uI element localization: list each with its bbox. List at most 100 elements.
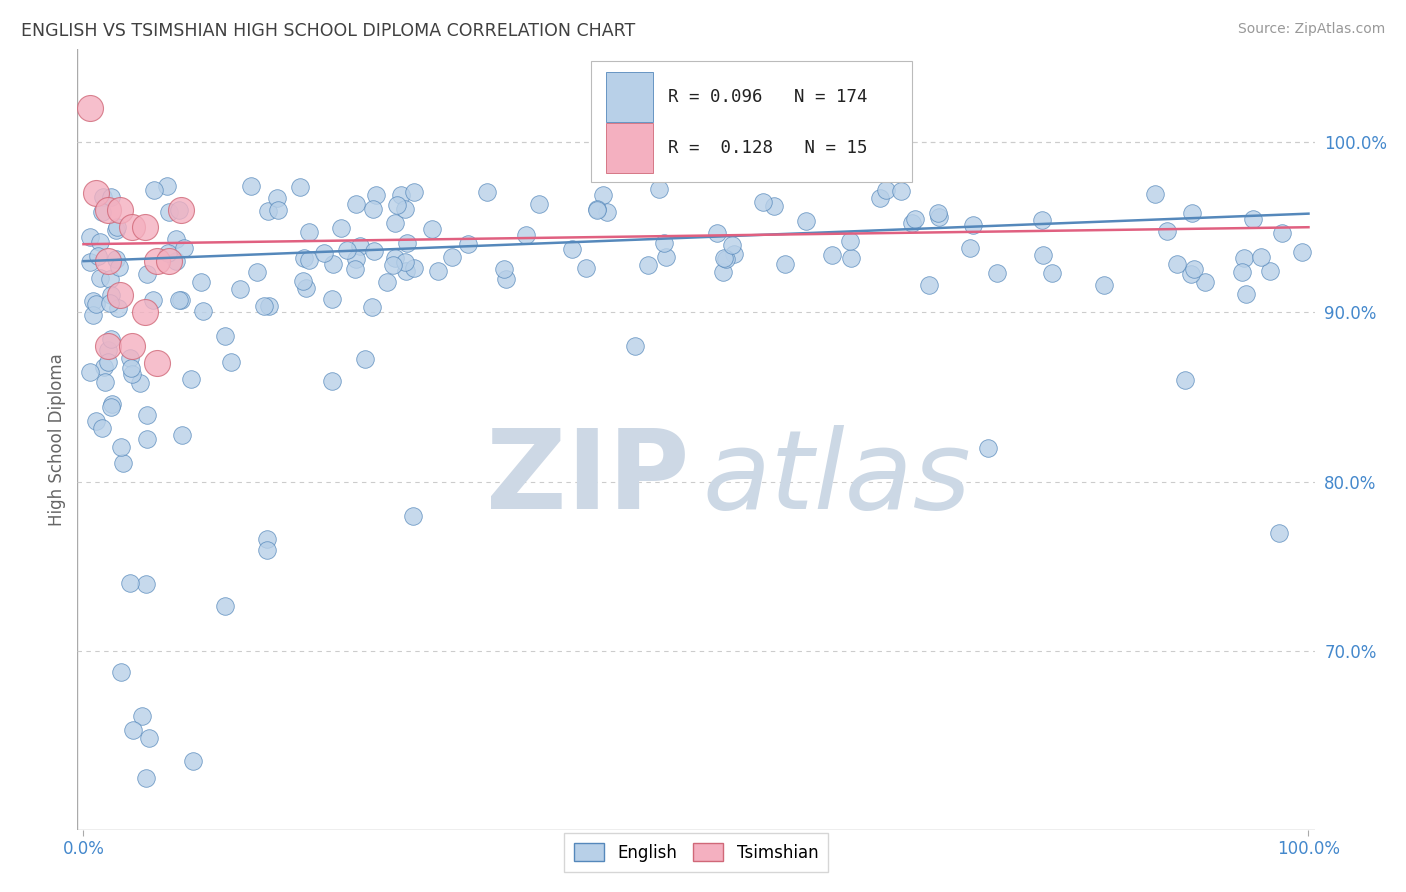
Point (170, 203, 193, 218)
Point (82, 308, 104, 322)
Point (156, 246, 179, 260)
Point (1031, 213, 1053, 227)
Point (84, 297, 107, 311)
Point (962, 218, 984, 232)
Text: ZIP: ZIP (486, 425, 690, 532)
Point (135, 408, 157, 422)
Point (648, 182, 671, 196)
Point (91, 204, 114, 219)
Point (1267, 525, 1289, 540)
Point (1250, 250, 1272, 264)
Point (104, 252, 127, 266)
Point (157, 204, 180, 219)
Point (706, 227, 728, 241)
Point (240, 179, 263, 194)
Point (136, 432, 159, 446)
Point (322, 257, 344, 271)
Point (375, 275, 398, 289)
Point (110, 440, 132, 454)
Point (79, 254, 101, 268)
Point (927, 205, 949, 219)
Point (711, 265, 734, 279)
Point (366, 188, 388, 202)
Point (129, 376, 152, 390)
Point (1260, 264, 1282, 278)
Point (900, 215, 922, 229)
Point (1230, 265, 1253, 279)
Point (173, 241, 195, 255)
Point (1271, 226, 1294, 240)
Point (100, 288, 122, 302)
Point (146, 254, 169, 268)
Point (586, 202, 609, 217)
Point (1241, 211, 1264, 226)
Point (1166, 257, 1188, 271)
Point (596, 204, 619, 219)
Point (890, 184, 912, 198)
Point (321, 374, 343, 388)
Point (228, 282, 250, 296)
Point (394, 255, 416, 269)
Point (420, 221, 443, 235)
Y-axis label: High School Diploma: High School Diploma (48, 353, 66, 525)
Point (79, 365, 101, 379)
Point (135, 267, 157, 281)
Point (138, 731, 160, 745)
Point (165, 254, 187, 268)
Point (475, 185, 498, 199)
Point (93, 360, 115, 375)
Point (721, 237, 744, 252)
Point (97, 343, 120, 357)
Point (167, 293, 190, 307)
Point (84, 186, 107, 201)
Point (527, 197, 550, 211)
Point (79, 229, 101, 244)
Point (404, 185, 426, 199)
Point (190, 275, 212, 289)
Point (1092, 277, 1115, 292)
Point (108, 260, 131, 275)
Point (389, 188, 412, 202)
Point (108, 203, 131, 218)
Point (134, 305, 156, 319)
Point (396, 236, 419, 251)
Point (763, 199, 786, 213)
Point (773, 257, 796, 271)
Point (214, 329, 236, 343)
Point (256, 543, 278, 558)
Point (1143, 187, 1166, 202)
Point (561, 242, 583, 256)
Legend: English, Tsimshian: English, Tsimshian (564, 833, 828, 872)
Point (385, 197, 408, 211)
Point (135, 771, 157, 785)
Point (131, 708, 153, 723)
Point (1032, 248, 1054, 262)
Point (402, 508, 425, 523)
Point (256, 533, 278, 547)
Point (869, 191, 891, 205)
Point (1181, 206, 1204, 220)
Point (1194, 275, 1216, 289)
Point (165, 232, 187, 246)
Point (394, 202, 416, 217)
Text: ENGLISH VS TSIMSHIAN HIGH SCHOOL DIPLOMA CORRELATION CHART: ENGLISH VS TSIMSHIAN HIGH SCHOOL DIPLOMA… (21, 22, 636, 40)
Point (928, 210, 950, 224)
Point (343, 261, 366, 276)
Point (157, 254, 180, 268)
Point (349, 239, 371, 253)
Point (1040, 266, 1063, 280)
Point (637, 258, 659, 272)
Point (1180, 267, 1202, 281)
Point (312, 246, 335, 260)
Point (121, 723, 143, 738)
Text: R = 0.096   N = 174: R = 0.096 N = 174 (668, 88, 868, 106)
Point (146, 356, 169, 370)
Point (875, 183, 897, 197)
Point (181, 754, 204, 768)
Point (381, 258, 404, 272)
Point (361, 300, 384, 314)
Point (84, 414, 107, 428)
Point (100, 272, 122, 286)
Point (1233, 251, 1256, 265)
Point (384, 216, 406, 230)
